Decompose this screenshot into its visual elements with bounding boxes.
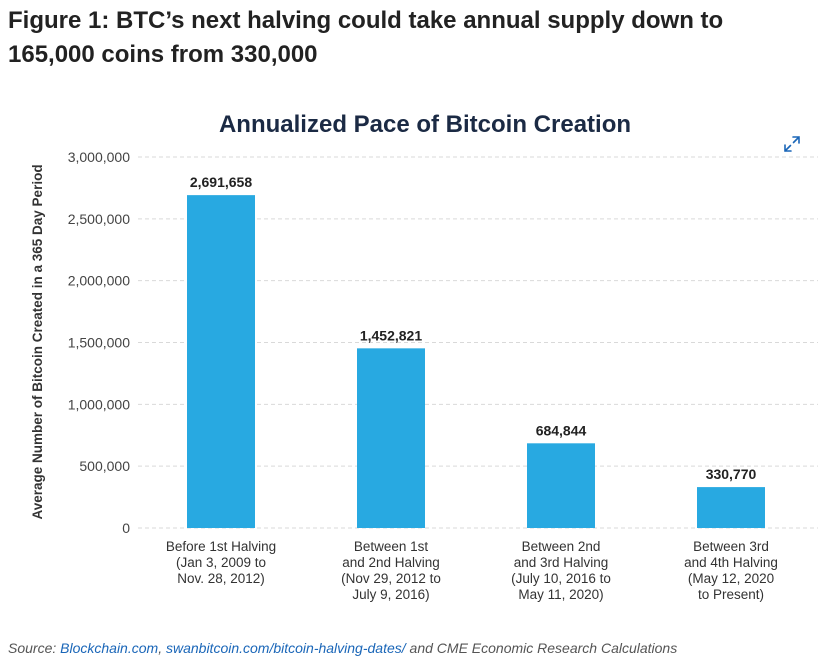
x-tick-label-line: (Jan 3, 2009 to <box>176 555 266 570</box>
y-tick-label: 2,000,000 <box>68 273 130 289</box>
bar-value-label: 1,452,821 <box>360 327 422 343</box>
source-note: Source: Blockchain.com, swanbitcoin.com/… <box>8 640 677 656</box>
x-tick-label-line: Between 1st <box>354 539 429 554</box>
x-tick-label-line: (July 10, 2016 to <box>511 571 611 586</box>
x-tick-label-line: Nov. 28, 2012) <box>177 571 265 586</box>
x-tick-label-line: to Present) <box>698 587 764 602</box>
x-tick-label-line: (May 12, 2020 <box>688 571 774 586</box>
y-tick-label: 1,000,000 <box>68 396 130 412</box>
bar <box>357 348 425 528</box>
y-tick-label: 3,000,000 <box>68 149 130 165</box>
figure-title: Figure 1: BTC’s next halving could take … <box>8 7 724 68</box>
x-tick-label-line: Between 2nd <box>522 539 601 554</box>
bar-value-label: 2,691,658 <box>190 174 252 190</box>
bar <box>187 195 255 528</box>
source-suffix: and CME Economic Research Calculations <box>405 640 678 656</box>
x-tick-label-line: and 3rd Halving <box>514 555 609 570</box>
bars <box>187 195 765 528</box>
bar <box>697 487 765 528</box>
bar <box>527 443 595 528</box>
x-tick-label-line: and 4th Halving <box>684 555 778 570</box>
x-tick-label-line: and 2nd Halving <box>342 555 440 570</box>
x-axis-ticks: Before 1st Halving (Jan 3, 2009 to Nov. 28… <box>166 539 778 602</box>
source-prefix: Source: <box>8 640 61 656</box>
expand-arrows-icon[interactable] <box>783 135 801 153</box>
data-labels: 2,691,658 1,452,821 684,844 330,770 <box>190 174 757 482</box>
x-tick-label-line: May 11, 2020) <box>518 587 603 602</box>
bar-value-label: 684,844 <box>536 422 587 438</box>
chart-title: Annualized Pace of Bitcoin Creation <box>219 111 631 138</box>
y-axis-label: Average Number of Bitcoin Created in a 3… <box>30 164 45 519</box>
y-tick-label: 0 <box>122 520 130 536</box>
x-tick-label-line: Between 3rd <box>693 539 769 554</box>
x-tick-label: Before 1st Halving (Jan 3, 2009 to Nov. 28… <box>166 539 276 586</box>
x-tick-label-line: July 9, 2016) <box>352 587 429 602</box>
source-link-swanbitcoin[interactable]: swanbitcoin.com/bitcoin-halving-dates/ <box>165 640 406 656</box>
y-tick-label: 2,500,000 <box>68 211 130 227</box>
source-separator: , <box>158 640 166 656</box>
bar-chart: Annualized Pace of Bitcoin Creation Aver… <box>30 111 818 602</box>
x-tick-label: Between 3rd and 4th Halving (May 12, 2020 t… <box>684 539 778 602</box>
y-axis-ticks: 0 500,000 1,000,000 1,500,000 2,000,000 2,500… <box>68 149 131 536</box>
bar-value-label: 330,770 <box>706 466 757 482</box>
x-tick-label: Between 1st and 2nd Halving (Nov 29, 2012 … <box>341 539 441 602</box>
x-tick-label: Between 2nd and 3rd Halving (July 10, 2016… <box>511 539 611 602</box>
source-link-blockchain[interactable]: Blockchain.com <box>60 640 159 656</box>
y-tick-label: 1,500,000 <box>68 335 130 351</box>
x-tick-label-line: (Nov 29, 2012 to <box>341 571 441 586</box>
y-tick-label: 500,000 <box>79 458 130 474</box>
x-tick-label-line: Before 1st Halving <box>166 539 276 554</box>
